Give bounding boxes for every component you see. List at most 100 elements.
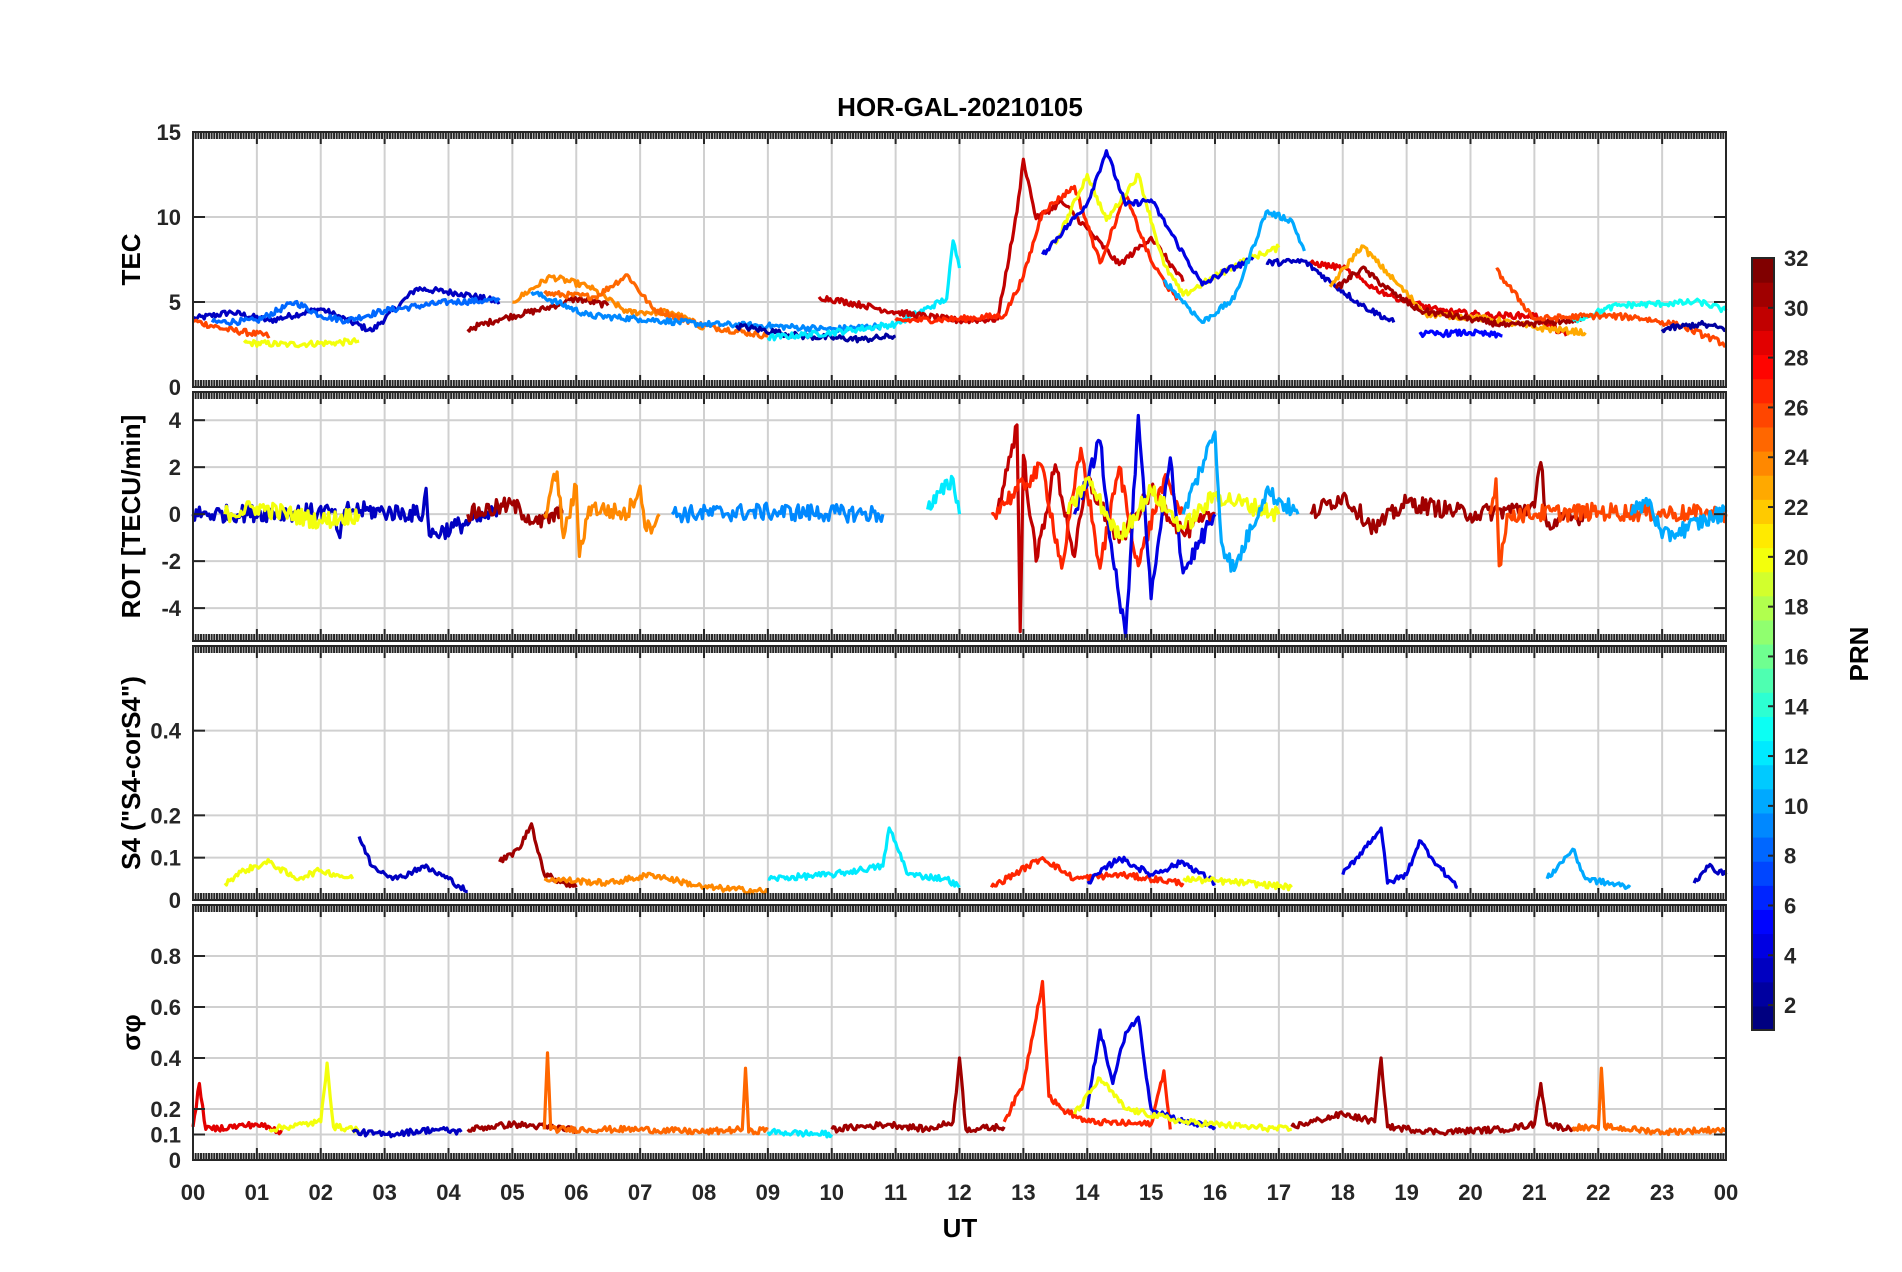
x-tick-label: 12 [947, 1180, 971, 1205]
series-line-prn-20 [223, 857, 355, 887]
x-tick-label: 00 [1714, 1180, 1738, 1205]
y-tick-labels: 0 5 10 15 [157, 120, 1726, 400]
series-line-prn-20 [1072, 1076, 1292, 1133]
series-line-prn-25 [543, 273, 768, 340]
colorbar-tick-label: 24 [1784, 445, 1809, 470]
y-axis-label-sigma_phi: σφ [116, 1014, 146, 1050]
series-line-prn-12 [766, 239, 962, 342]
series-line-prn-12 [926, 474, 962, 515]
colorbar-swatch [1752, 475, 1774, 500]
series-line-prn-25 [542, 1051, 769, 1136]
series-line-prn-31 [1290, 1056, 1574, 1137]
colorbar-swatch [1752, 764, 1774, 790]
colorbar-tick-label: 16 [1784, 644, 1808, 669]
x-tick-label: 08 [692, 1180, 716, 1205]
colorbar-swatch [1752, 692, 1774, 717]
y-tick-label: 0.2 [150, 1097, 181, 1122]
y-axis-label-rot: ROT [TECU/min] [116, 415, 146, 619]
colorbar-swatch [1752, 378, 1774, 404]
colorbar-swatch [1752, 957, 1774, 983]
series-line-prn-30 [817, 157, 1185, 325]
colorbar-swatch [1752, 523, 1774, 549]
panel-rot: -4 -2 0 2 4 ROT [TECU/min] [116, 391, 1728, 642]
x-tick-label: 18 [1331, 1180, 1355, 1205]
series-line-prn-20 [1182, 875, 1293, 892]
x-tick-label: 23 [1650, 1180, 1674, 1205]
series-line-prn-5 [1418, 328, 1503, 339]
colorbar-swatch [1752, 258, 1774, 283]
x-tick-label: 06 [564, 1180, 588, 1205]
series-group [191, 979, 1727, 1139]
colorbar-swatch [1752, 644, 1774, 669]
series-line-prn-4 [1085, 1015, 1217, 1131]
series-line-prn-20 [268, 1061, 360, 1134]
x-tick-label: 11 [884, 1180, 907, 1205]
y-tick-label: 0 [169, 1148, 181, 1173]
series-line-prn-10 [1181, 430, 1300, 573]
x-tick-label: 16 [1203, 1180, 1227, 1205]
colorbar-tick-label: 10 [1784, 794, 1808, 819]
series-line-prn-24 [512, 274, 706, 331]
y-axis-label-tec: TEC [116, 233, 146, 285]
x-tick-label: 03 [372, 1180, 396, 1205]
x-tick-labels: 00 01 02 03 04 05 06 07 08 09 10 11 12 13 14 15 16 17 18 19… [181, 1180, 1738, 1205]
series-line-prn-10 [1629, 496, 1728, 543]
x-tick-label: 17 [1267, 1180, 1291, 1205]
x-minor-ticks [192, 392, 1727, 641]
gridlines [193, 646, 1726, 901]
x-tick-label: 21 [1522, 1180, 1546, 1205]
x-minor-ticks [192, 646, 1727, 900]
colorbar-swatch [1752, 354, 1774, 380]
series-line-prn-3 [1692, 862, 1728, 884]
y-tick-label: 0.6 [150, 995, 181, 1020]
series-line-prn-4 [1341, 826, 1458, 889]
x-tick-label: 20 [1458, 1180, 1482, 1205]
panel-s4: 0 0.1 0.2 0.4S4 ("S4-corS4") [116, 645, 1728, 913]
series-line-prn-10 [1545, 847, 1632, 890]
chart-title: HOR-GAL-20210105 [837, 92, 1083, 122]
colorbar-swatch [1752, 837, 1774, 862]
series-line-prn-29 [191, 1081, 283, 1136]
y-tick-label: 0 [169, 888, 181, 913]
series-group [191, 413, 1728, 638]
colorbar-tick-label: 32 [1784, 246, 1808, 271]
panel-sigma_phi: 00.10.2 0.4 0.6 0.8 σφ [116, 904, 1727, 1173]
colorbar-swatch [1752, 571, 1774, 597]
series-line-prn-26 [1488, 477, 1728, 568]
y-tick-label: 0.8 [150, 944, 181, 969]
series-group [192, 149, 1728, 349]
y-tick-labels: -4 -2 0 2 4 [161, 408, 1726, 621]
series-line-prn-2 [734, 322, 897, 344]
colorbar-swatch [1752, 788, 1774, 814]
series-line-prn-20 [223, 500, 361, 530]
series-line-prn-4 [1041, 149, 1255, 287]
series-line-prn-3 [351, 1126, 463, 1139]
colorbar-swatch [1752, 933, 1774, 959]
series-group [223, 822, 1728, 896]
colorbar-swatch [1752, 426, 1774, 452]
colorbar-swatch [1752, 885, 1774, 910]
y-tick-label: 0.4 [150, 719, 181, 744]
y-axis-label-s4: S4 ("S4-corS4") [116, 676, 146, 870]
series-line-prn-2 [1660, 319, 1727, 334]
series-line-prn-13 [1571, 297, 1728, 324]
y-tick-labels: 00.10.2 0.4 0.6 0.8 [150, 944, 1726, 1173]
y-tick-label: 0 [169, 502, 181, 527]
y-tick-label: 0.1 [150, 846, 181, 871]
colorbar-swatch [1752, 619, 1774, 645]
y-tick-label: 5 [169, 290, 181, 315]
x-tick-label: 13 [1011, 1180, 1035, 1205]
colorbar-swatch [1752, 812, 1774, 838]
series-line-prn-12 [767, 826, 961, 889]
series-line-prn-8 [210, 296, 501, 327]
colorbar-tick-label: 12 [1784, 744, 1808, 769]
colorbar-swatch [1752, 668, 1774, 693]
series-line-prn-3 [357, 836, 468, 894]
x-tick-label: 02 [309, 1180, 333, 1205]
series-line-prn-20 [1066, 476, 1281, 541]
x-axis-label: UT [943, 1213, 978, 1243]
series-line-prn-31 [466, 1120, 578, 1134]
series-line-prn-27 [894, 184, 1179, 325]
